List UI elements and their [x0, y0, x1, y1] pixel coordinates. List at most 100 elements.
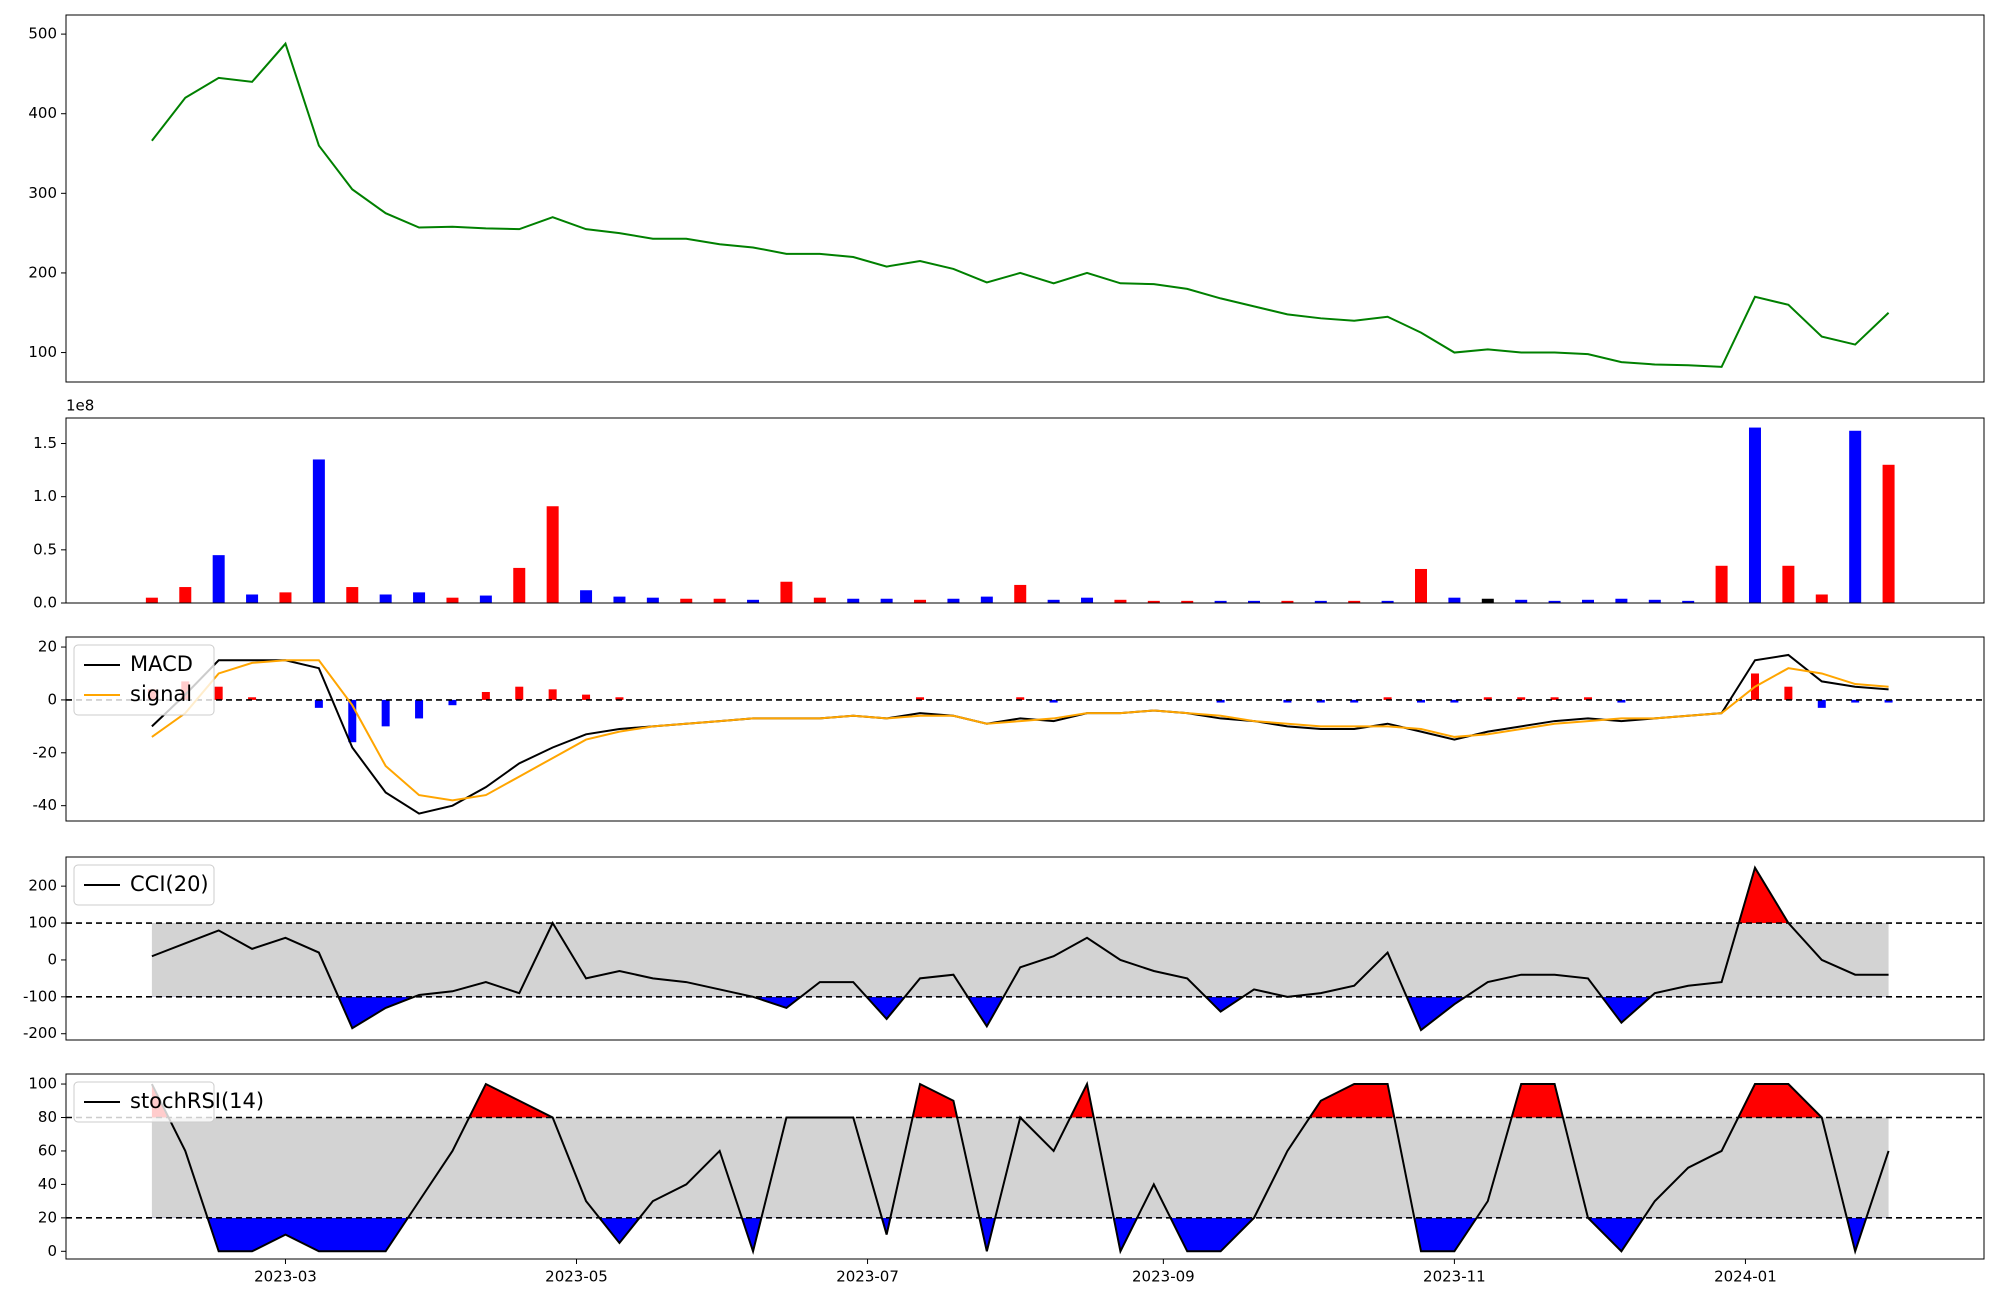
volume-bar	[1581, 599, 1594, 603]
volume-bar	[1481, 598, 1494, 603]
x-tick-label: 2023-03	[254, 1268, 317, 1286]
histogram-bar	[415, 699, 424, 719]
volume-bar	[1147, 600, 1160, 603]
y-tick-label: 100	[28, 343, 57, 361]
x-tick-label: 2024-01	[1714, 1268, 1777, 1286]
y-tick-label: 80	[38, 1108, 57, 1126]
volume-bar	[546, 506, 559, 603]
histogram-bar	[548, 689, 557, 700]
histogram-bar	[1350, 699, 1359, 703]
histogram-bar	[582, 694, 591, 700]
volume-bar	[780, 581, 793, 603]
volume-bar	[1381, 600, 1394, 603]
y-tick-label: 0.5	[33, 540, 57, 558]
volume-bar	[246, 594, 259, 603]
plot-area	[66, 865, 1984, 1032]
histogram-bar	[1417, 699, 1426, 703]
volume-bar	[646, 597, 659, 603]
histogram-bar	[1784, 686, 1793, 700]
volume-bar	[279, 592, 292, 603]
volume-bar	[312, 459, 325, 603]
histogram-bar	[1383, 697, 1392, 700]
histogram-bar	[1550, 697, 1559, 700]
volume-bar	[680, 598, 693, 603]
x-tick-label: 2023-11	[1423, 1268, 1486, 1286]
volume-bar	[1014, 584, 1027, 603]
volume-bar	[346, 587, 359, 603]
y-tick-label: 60	[38, 1141, 57, 1159]
x-tick-label: 2023-09	[1132, 1268, 1195, 1286]
volume-bar	[1648, 599, 1661, 603]
y-tick-label: 40	[38, 1175, 57, 1193]
plot-area	[66, 1080, 1984, 1255]
panel-frame	[65, 856, 1985, 1041]
y-tick-label: 0	[47, 690, 57, 708]
y-tick-label: 200	[28, 877, 57, 895]
volume-bar	[179, 587, 192, 603]
histogram-bar	[1851, 699, 1860, 703]
volume-bar	[880, 598, 893, 603]
line	[150, 1080, 1890, 1255]
histogram-bar	[1884, 699, 1893, 703]
volume-bar	[1782, 565, 1795, 603]
y-tick-label: 1.5	[33, 434, 57, 452]
volume-bar	[1715, 565, 1728, 603]
line	[151, 865, 1889, 1032]
histogram-bar	[481, 691, 490, 700]
volume-bar	[847, 598, 860, 603]
legend-label: signal	[130, 682, 192, 706]
volume-bar	[413, 592, 426, 603]
volume-bar	[1682, 600, 1695, 603]
y-tick-label: 0.0	[33, 594, 57, 612]
volume-bar	[1114, 599, 1127, 603]
panel-frame	[65, 417, 1985, 604]
line	[151, 659, 1889, 802]
y-tick-label: 0	[47, 950, 57, 968]
volume-bar	[1214, 600, 1227, 603]
overbought-fill	[151, 1084, 1822, 1118]
volume-bar	[1047, 599, 1060, 603]
y-tick-label: -40	[33, 796, 58, 814]
volume-bar	[1515, 599, 1528, 603]
volume-bar	[1314, 600, 1327, 603]
y-tick-label: 20	[38, 638, 57, 656]
volume-bar	[1181, 600, 1194, 603]
histogram-bar	[348, 699, 357, 743]
y-tick-label: 200	[28, 263, 57, 281]
line	[151, 41, 1890, 368]
histogram-bar	[1316, 699, 1325, 703]
histogram-bar	[1049, 699, 1058, 703]
y-tick-label: 20	[38, 1208, 57, 1226]
histogram-bar	[1617, 699, 1626, 703]
volume-bar	[1281, 600, 1294, 603]
volume-bar	[1615, 598, 1628, 603]
volume-bar	[747, 599, 760, 603]
histogram-bar	[1216, 699, 1225, 703]
volume-bar	[1081, 597, 1094, 603]
x-tick-label: 2023-07	[836, 1268, 899, 1286]
y-tick-label: 1.0	[33, 487, 57, 505]
legend-box	[73, 864, 215, 906]
volume-bar	[947, 598, 960, 603]
y-tick-label: -200	[23, 1024, 57, 1042]
neutral-band	[151, 1117, 1889, 1218]
volume-bar	[145, 597, 158, 603]
histogram-bar	[1817, 699, 1826, 708]
histogram-bar	[916, 697, 925, 700]
histogram-bar	[615, 697, 624, 700]
legend-label: stochRSI(14)	[130, 1089, 264, 1113]
legend-box	[73, 1081, 215, 1123]
volume-bar	[713, 598, 726, 603]
volume-bar	[1415, 568, 1428, 603]
plot-area	[145, 427, 1895, 603]
volume-bar	[479, 595, 492, 603]
volume-bar	[513, 567, 526, 603]
panel-frame	[65, 636, 1985, 822]
histogram-bar	[1583, 697, 1592, 700]
legend-label: MACD	[130, 652, 193, 676]
x-tick-label: 2023-05	[545, 1268, 608, 1286]
histogram-bar	[448, 699, 457, 706]
plot-area	[151, 41, 1890, 368]
